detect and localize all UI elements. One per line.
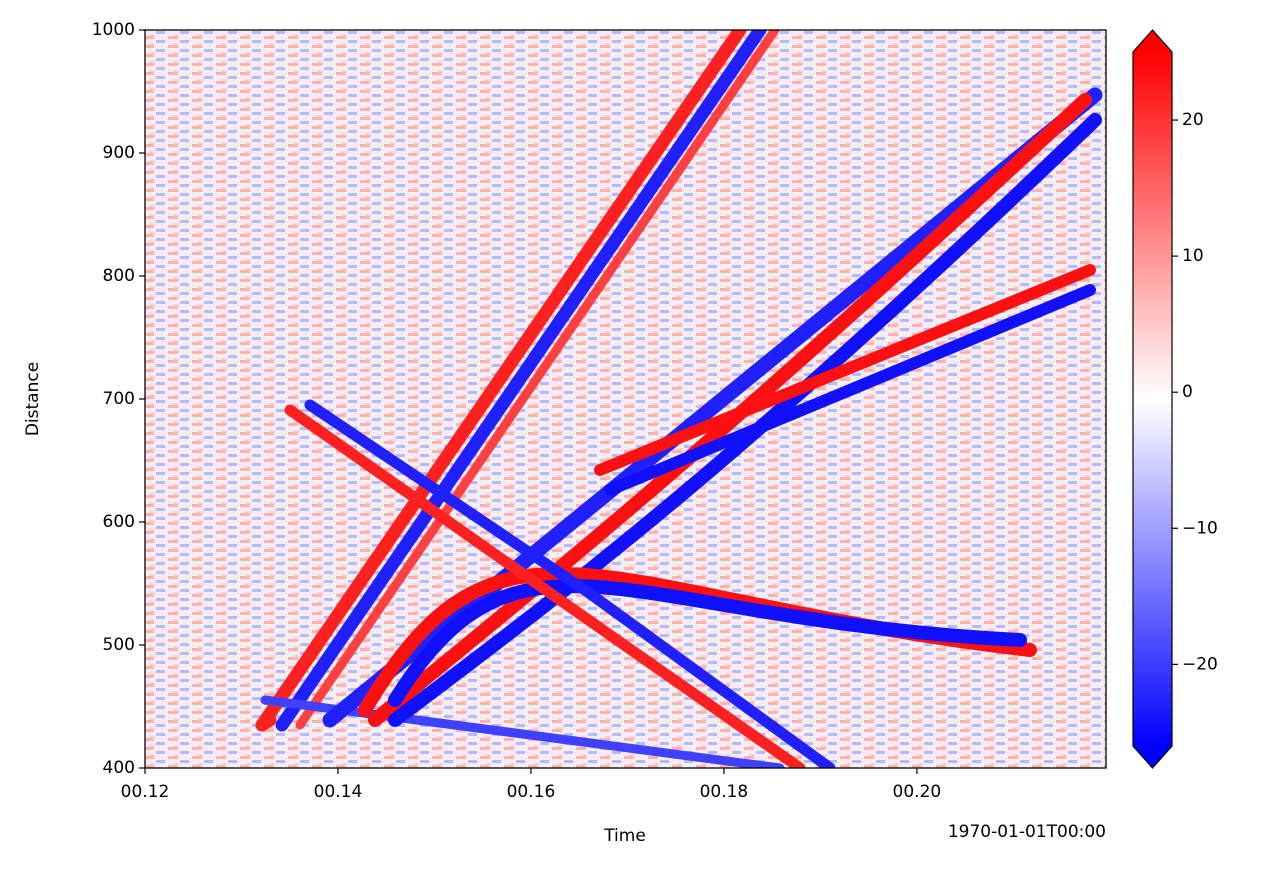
colorbar-tick-label: 0 bbox=[1182, 382, 1193, 402]
x-axis-label: Time bbox=[603, 826, 646, 846]
x-tick-label: 00.18 bbox=[700, 782, 749, 802]
heatmap-image bbox=[145, 30, 1106, 768]
colorbar-outline bbox=[1132, 29, 1173, 769]
y-axis-label: Distance bbox=[23, 362, 43, 436]
x-tick-label: 00.16 bbox=[507, 782, 556, 802]
x-offset-label: 1970-01-01T00:00 bbox=[948, 822, 1106, 842]
colorbar-tick-label: −20 bbox=[1182, 654, 1218, 674]
y-tick-label: 800 bbox=[103, 266, 135, 286]
x-tick-label: 00.12 bbox=[121, 782, 170, 802]
colorbar-gradient bbox=[1133, 52, 1172, 746]
y-tick-label: 600 bbox=[103, 512, 135, 532]
colorbar: −20 −10 0 10 20 bbox=[1132, 29, 1218, 769]
y-tick-label: 1000 bbox=[92, 20, 135, 40]
x-tick-label: 00.20 bbox=[893, 782, 942, 802]
colorbar-extend-max bbox=[1133, 30, 1172, 52]
y-tick-label: 500 bbox=[103, 635, 135, 655]
y-tick-label: 900 bbox=[103, 143, 135, 163]
x-tick-label: 00.14 bbox=[314, 782, 363, 802]
colorbar-tick-label: −10 bbox=[1182, 518, 1218, 538]
y-tick-label: 400 bbox=[103, 758, 135, 778]
colorbar-tick-label: 20 bbox=[1182, 110, 1204, 130]
colorbar-extend-min bbox=[1133, 746, 1172, 768]
colorbar-tick-label: 10 bbox=[1182, 246, 1204, 266]
y-tick-label: 700 bbox=[103, 389, 135, 409]
